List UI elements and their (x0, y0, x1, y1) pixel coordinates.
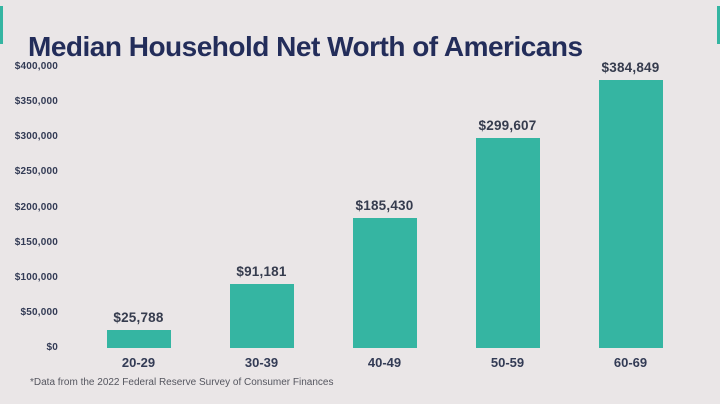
bar-column: $25,788 20-29 (77, 60, 200, 370)
bar-column: $185,430 40-49 (323, 60, 446, 370)
bar (352, 218, 417, 348)
bar-value-label: $299,607 (478, 118, 537, 133)
bar (598, 80, 663, 348)
y-axis-tick-label: $200,000 (14, 201, 58, 213)
bar (229, 284, 294, 348)
x-axis-label: 50-59 (490, 355, 525, 370)
bar-column: $299,607 50-59 (446, 60, 569, 370)
source-footnote: *Data from the 2022 Federal Reserve Surv… (30, 377, 334, 388)
teal-accent-edge-right (717, 6, 720, 44)
y-axis-tick-label: $400,000 (14, 61, 58, 72)
bar-column: $384,849 60-69 (569, 60, 692, 370)
y-axis-tick-label: $150,000 (14, 236, 58, 248)
bar-value-label: $25,788 (113, 310, 164, 325)
bar-column: $91,181 30-39 (200, 60, 323, 370)
x-axis-label: 60-69 (613, 355, 648, 370)
page-title: Median Household Net Worth of Americans (28, 30, 583, 62)
y-axis-tick-label: $100,000 (14, 271, 58, 283)
y-axis-tick-label: $250,000 (14, 166, 58, 178)
bar-value-label: $91,181 (236, 264, 287, 279)
teal-accent-edge-left (0, 6, 3, 44)
y-axis: $400,000 $350,000 $300,000 $250,000 $200,000… (0, 61, 58, 354)
bar (475, 138, 540, 348)
x-axis-label: 20-29 (121, 355, 156, 370)
y-axis-tick-label: $50,000 (20, 306, 58, 318)
plot-area: $25,788 20-29 $91,181 30-39 $185,430 40-49 $29… (77, 60, 692, 370)
bar (106, 330, 171, 348)
bar-value-label: $384,849 (601, 60, 660, 75)
bar-value-label: $185,430 (355, 198, 414, 213)
y-axis-tick-label: $350,000 (14, 96, 58, 108)
y-axis-tick-label: $300,000 (14, 131, 58, 143)
x-axis-label: 30-39 (244, 355, 279, 370)
x-axis-label: 40-49 (367, 355, 402, 370)
y-axis-tick-label: $0 (46, 342, 58, 353)
